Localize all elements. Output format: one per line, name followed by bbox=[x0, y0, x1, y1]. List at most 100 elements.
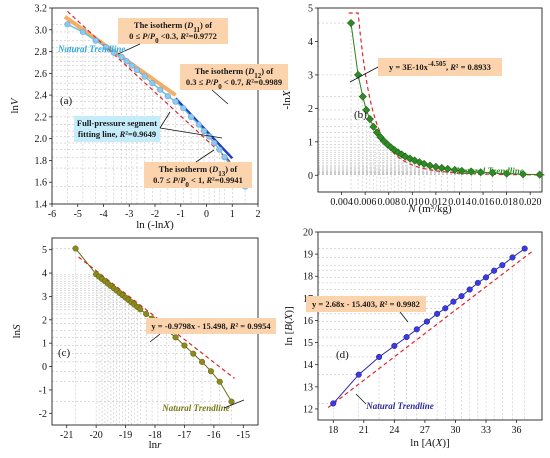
data-point bbox=[437, 163, 446, 172]
data-point bbox=[362, 106, 371, 115]
y-tick-label: 12 bbox=[303, 404, 313, 415]
data-point bbox=[491, 267, 498, 274]
fit-line bbox=[348, 12, 545, 176]
data-point bbox=[376, 353, 383, 361]
panel-a: -6 -5 -4 -3 -2 -1 0 1 2 1.4 1.6 1.8 2.0 2.2 2.4 2.6 2.8 3… bbox=[9, 4, 288, 231]
annotation-box bbox=[146, 318, 276, 334]
annotation-box bbox=[306, 296, 426, 312]
y-tick-label: 5 bbox=[42, 245, 47, 256]
x-tick-label: -3 bbox=[125, 209, 133, 220]
y-tick-label: -2 bbox=[39, 409, 47, 420]
y-tick-label: 4 bbox=[308, 37, 313, 48]
data-point bbox=[133, 66, 141, 74]
annotation-arrow bbox=[399, 311, 409, 323]
x-tick-label: 18 bbox=[328, 425, 338, 436]
data-point bbox=[64, 21, 71, 28]
x-tick-label: -4 bbox=[99, 209, 107, 220]
y-tick-label: 2 bbox=[308, 104, 313, 115]
data-point bbox=[358, 92, 367, 101]
fit-line bbox=[78, 256, 235, 379]
data-point bbox=[425, 161, 435, 170]
grid-lines bbox=[318, 248, 525, 420]
data-point bbox=[467, 167, 476, 176]
data-point bbox=[79, 28, 86, 36]
data-point bbox=[365, 115, 374, 124]
x-tick-label: 0.014 bbox=[448, 197, 471, 208]
x-tick-label: 0 bbox=[204, 209, 209, 220]
data-point bbox=[372, 128, 381, 137]
y-tick-label: 5 bbox=[308, 4, 313, 15]
annotation-arrow bbox=[117, 43, 141, 55]
data-point bbox=[157, 86, 164, 93]
y-tick-label: 2.0 bbox=[35, 134, 48, 145]
data-point bbox=[355, 371, 362, 378]
x-tick-label: 0.018 bbox=[495, 197, 518, 208]
data-point bbox=[200, 127, 208, 135]
panel-c: -21 -20 -19 -18 -17 -16 -15 -2 -1 0 1 2 3 4 5 y = -0.97… bbox=[11, 237, 276, 451]
y-tick-label: 18 bbox=[303, 272, 313, 283]
x-tick-label: 0.012 bbox=[425, 197, 448, 208]
y-tick-label: -1 bbox=[39, 385, 47, 396]
x-tick-label: -15 bbox=[237, 430, 250, 441]
fit-equation: y = 3E-10x-4.505, R² = 0.8933 bbox=[389, 60, 491, 72]
x-tick-label: 24 bbox=[389, 425, 399, 436]
fit-line bbox=[327, 251, 533, 408]
y-tick-label: 1.6 bbox=[35, 178, 48, 189]
data-point bbox=[502, 169, 511, 178]
data-point bbox=[228, 398, 235, 405]
x-tick-label: 21 bbox=[359, 425, 369, 436]
data-point bbox=[431, 162, 440, 171]
y-tick-label: 16 bbox=[303, 316, 313, 327]
x-axis-label: N (m³/kg) bbox=[407, 203, 452, 215]
x-tick-label: 27 bbox=[420, 425, 430, 436]
annotation-arrow bbox=[223, 399, 245, 409]
annotation-arrow bbox=[149, 333, 161, 343]
annotation-full-line: Full-pressure segment bbox=[77, 118, 157, 128]
x-tick-label: -5 bbox=[74, 209, 82, 220]
data-point bbox=[102, 44, 110, 51]
fit-equation: y = -0.9798x - 15.498, R² = 0.9954 bbox=[151, 321, 271, 331]
data-point bbox=[216, 378, 223, 385]
data-point bbox=[434, 310, 441, 317]
panel-label: (a) bbox=[60, 95, 73, 107]
data-point bbox=[211, 139, 218, 147]
data-point bbox=[450, 165, 459, 174]
data-point bbox=[110, 49, 117, 56]
y-tick-label: 2.8 bbox=[35, 47, 48, 58]
x-tick-label: 36 bbox=[512, 425, 522, 436]
annotation-box bbox=[180, 64, 288, 90]
annotation-full-line: fitting line, R²=0.9649 bbox=[78, 129, 156, 139]
data-point bbox=[216, 146, 223, 153]
data-point bbox=[458, 293, 465, 300]
trend-label: Natural Trendline bbox=[365, 401, 433, 411]
annotation-arrow bbox=[159, 111, 171, 129]
data-point bbox=[509, 254, 516, 261]
panel-label: (c) bbox=[58, 347, 71, 359]
data-point bbox=[190, 350, 197, 357]
data-point bbox=[221, 154, 228, 161]
data-point bbox=[420, 159, 429, 168]
x-tick-label: -2 bbox=[151, 209, 159, 220]
panel-b: 0.004 0.006 0.008 0.010 0.012 0.014 0.016 0.018… bbox=[281, 4, 545, 215]
data-point bbox=[466, 286, 473, 293]
grid-lines bbox=[318, 22, 540, 192]
x-tick-label: 0.008 bbox=[377, 197, 400, 208]
annotation-arrow bbox=[159, 127, 223, 139]
x-tick-label: -20 bbox=[89, 430, 102, 441]
trend-label: Natural Trendline bbox=[455, 166, 523, 176]
data-point bbox=[423, 318, 430, 325]
data-point bbox=[413, 326, 420, 333]
data-point bbox=[346, 19, 356, 28]
data-point bbox=[207, 368, 214, 375]
y-tick-label: 2.6 bbox=[35, 69, 48, 80]
data-point bbox=[149, 80, 156, 87]
x-tick-label: 0.016 bbox=[472, 197, 495, 208]
annotation-box bbox=[74, 116, 160, 142]
y-tick-label: 1 bbox=[308, 137, 313, 148]
annotation-arrow bbox=[349, 66, 379, 83]
data-point bbox=[181, 342, 188, 349]
annotation-arrow bbox=[195, 149, 215, 163]
data-point bbox=[123, 58, 130, 65]
data-point bbox=[535, 170, 544, 179]
